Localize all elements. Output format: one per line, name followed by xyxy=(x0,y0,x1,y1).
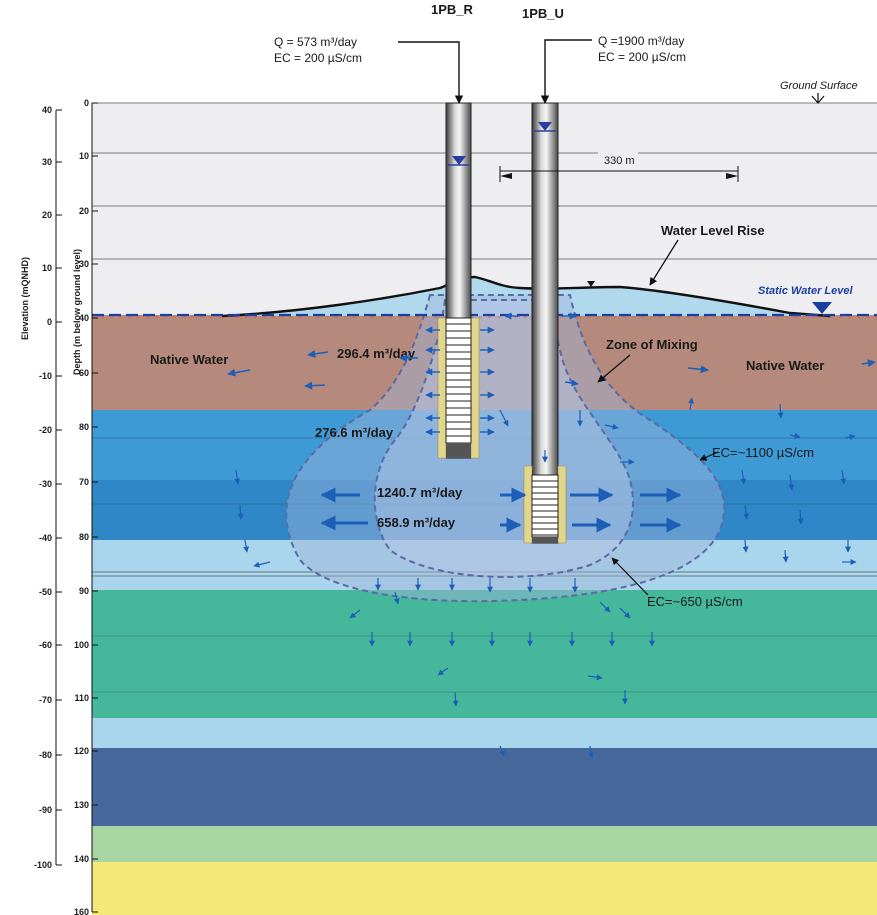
well-name-left: 1PB_R xyxy=(431,2,474,17)
depth-tick-label: 100 xyxy=(74,640,89,650)
well-q-right: Q =1900 m³/day xyxy=(598,34,684,48)
depth-tick-label: 80 xyxy=(79,422,89,432)
elevation-tick-label: -50 xyxy=(39,587,52,597)
layer-pale-green xyxy=(92,826,877,862)
ec-outer-label: EC=~1100 µS/cm xyxy=(712,445,814,460)
well-screen-right xyxy=(532,475,558,537)
elevation-tick-label: -20 xyxy=(39,425,52,435)
elevation-axis: 40 30 20 10 0 -10 -20 -30 -40 -50 -60 -70 -80 -90 -100 xyxy=(34,105,62,870)
depth-tick-label: 130 xyxy=(74,800,89,810)
elevation-tick-label: -80 xyxy=(39,750,52,760)
static-water-level-label: Static Water Level xyxy=(758,285,854,297)
elevation-tick-label: 30 xyxy=(42,157,52,167)
gravel-pack-right-b xyxy=(558,466,566,543)
well-q-left: Q = 573 m³/day xyxy=(274,35,357,49)
elevation-tick-label: 0 xyxy=(47,317,52,327)
flow-arrow xyxy=(305,385,325,386)
elevation-tick-label: -100 xyxy=(34,860,52,870)
depth-tick-label: 90 xyxy=(79,586,89,596)
layer-green xyxy=(92,590,877,718)
well-name-right: 1PB_U xyxy=(522,6,564,21)
elevation-tick-label: -70 xyxy=(39,695,52,705)
well-sump-left xyxy=(446,443,471,458)
flow-label-4: 658.9 m³/day xyxy=(377,515,456,530)
well-ec-right: EC = 200 µS/cm xyxy=(598,50,686,64)
layer-dark-blue xyxy=(92,748,877,826)
native-water-right-label: Native Water xyxy=(746,358,824,373)
depth-axis-title: Depth (m below ground level) xyxy=(72,249,82,375)
gravel-pack-left-b xyxy=(471,318,479,458)
elevation-tick-label: 40 xyxy=(42,105,52,115)
well-sump-right xyxy=(532,537,558,543)
depth-tick-label: 0 xyxy=(84,98,89,108)
water-level-rise-label: Water Level Rise xyxy=(661,223,765,238)
injection-arrow-right xyxy=(545,40,592,103)
layer-yellow xyxy=(92,862,877,915)
elevation-axis-title: Elevation (mQNHD) xyxy=(20,257,30,340)
layer-light-blue-2 xyxy=(92,718,877,748)
flow-label-2: 276.6 m³/day xyxy=(315,425,394,440)
svg-text:330 m: 330 m xyxy=(604,155,635,167)
elevation-tick-label: -10 xyxy=(39,371,52,381)
depth-tick-label: 80 xyxy=(79,532,89,542)
gravel-pack-left-a xyxy=(438,318,446,458)
depth-tick-label: 110 xyxy=(74,693,89,703)
elevation-tick-label: -90 xyxy=(39,805,52,815)
elevation-tick-label: -40 xyxy=(39,533,52,543)
elevation-tick-label: 20 xyxy=(42,210,52,220)
flow-label-3: 1240.7 m³/day xyxy=(377,485,463,500)
injection-arrow-left xyxy=(398,42,459,103)
well-ec-left: EC = 200 µS/cm xyxy=(274,51,362,65)
depth-tick-label: 20 xyxy=(79,206,89,216)
ec-inner-label: EC=~650 µS/cm xyxy=(647,594,743,609)
ground-surface-label: Ground Surface xyxy=(780,80,858,92)
native-water-left-label: Native Water xyxy=(150,352,228,367)
depth-tick-label: 160 xyxy=(74,907,89,915)
elevation-tick-label: -60 xyxy=(39,640,52,650)
elevation-tick-label: 10 xyxy=(42,263,52,273)
depth-tick-label: 10 xyxy=(79,151,89,161)
gravel-pack-right-a xyxy=(524,466,532,543)
zone-of-mixing-label: Zone of Mixing xyxy=(606,337,698,352)
depth-tick-label: 70 xyxy=(79,477,89,487)
depth-tick-label: 120 xyxy=(74,746,89,756)
depth-tick-label: 140 xyxy=(74,854,89,864)
elevation-tick-label: -30 xyxy=(39,479,52,489)
